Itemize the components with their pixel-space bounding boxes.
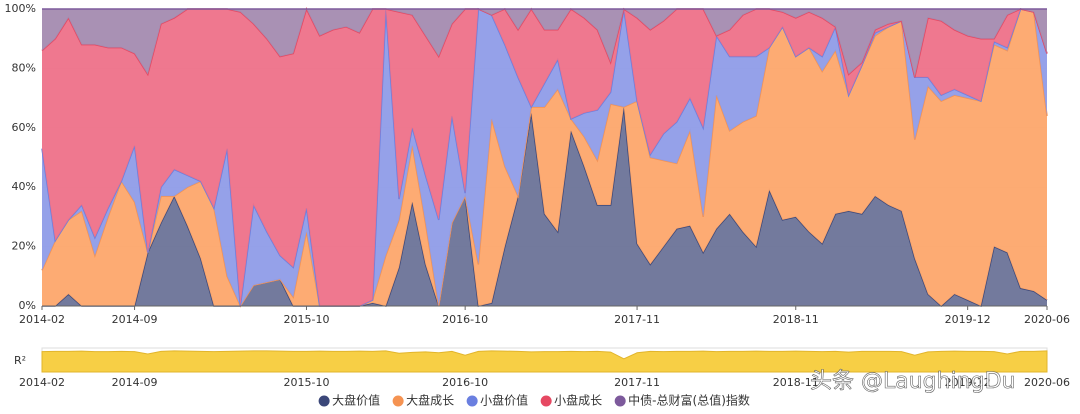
- area: [42, 9, 1047, 306]
- strip-x-label: 2017-11: [614, 376, 660, 389]
- x-tick-label: 2015-10: [283, 313, 329, 326]
- x-tick-label: 2019-12: [945, 313, 991, 326]
- legend-label: 小盘成长: [554, 393, 602, 408]
- legend-marker: [392, 395, 404, 407]
- x-tick-label: 2016-10: [442, 313, 488, 326]
- legend-marker: [466, 395, 478, 407]
- strip-x-label: 2015-10: [283, 376, 329, 389]
- strip-x-label: 2016-10: [442, 376, 488, 389]
- strip-x-label: 2019-12: [945, 376, 991, 389]
- strip-x-label: 2020-06: [1024, 376, 1070, 389]
- strip-x-label: 2014-02: [19, 376, 65, 389]
- area: [42, 9, 1047, 306]
- legend-marker: [540, 395, 552, 407]
- r2-area: [41, 350, 1048, 373]
- x-tick-label: 2017-11: [614, 313, 660, 326]
- legend-label: 中债-总财富(总值)指数: [628, 393, 750, 408]
- y-tick-label: 20%: [12, 240, 36, 253]
- legend-label: 小盘价值: [480, 393, 528, 408]
- legend-label: 大盘价值: [332, 393, 380, 408]
- legend-marker: [614, 395, 626, 407]
- x-tick-label: 2014-09: [112, 313, 158, 326]
- x-tick-label: 2018-11: [773, 313, 819, 326]
- legend-label: 大盘成长: [406, 393, 454, 408]
- area: [42, 9, 1047, 78]
- strip-x-label: 2014-09: [112, 376, 158, 389]
- r2-label: R²: [14, 354, 26, 367]
- y-tick-label: 40%: [12, 180, 36, 193]
- strip-x-label: 2018-11: [773, 376, 819, 389]
- y-tick-label: 100%: [5, 2, 36, 15]
- y-tick-label: 60%: [12, 121, 36, 134]
- y-tick-label: 0%: [19, 299, 36, 312]
- legend-marker: [318, 395, 330, 407]
- x-tick-label: 2014-02: [19, 313, 65, 326]
- x-tick-label: 2020-06: [1024, 313, 1070, 326]
- legend: 大盘价值 大盘成长 小盘价值 小盘成长 中债-总财富(总值)指数: [318, 393, 750, 408]
- watermark: 头条 @LaughingDu: [810, 369, 1016, 394]
- y-tick-label: 80%: [12, 61, 36, 74]
- area: [42, 107, 1047, 306]
